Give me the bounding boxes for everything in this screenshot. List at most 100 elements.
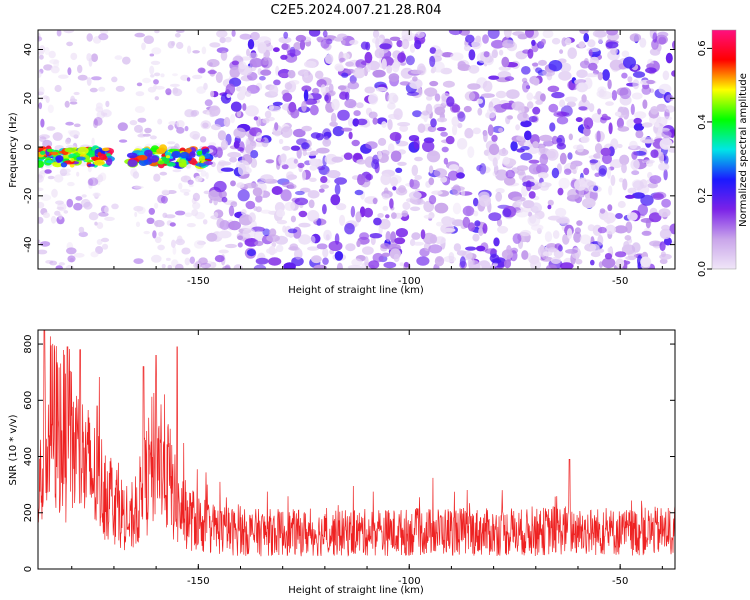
spectrogram-cell [96,110,106,119]
y-tick-label: 20 [23,92,34,105]
spectrogram-cell [184,212,193,218]
spectrogram-cell [490,98,501,106]
spectrogram-cell [195,163,207,167]
spectrogram-cell [247,39,255,50]
spectrogram-cell [474,220,481,227]
spectrogram-cell [594,143,603,154]
spectrogram-cell [387,143,395,154]
spectrogram-cell [664,105,675,113]
spectrogram-cell [335,65,345,72]
spectrogram-cell [209,62,213,67]
spectrogram-cell [154,202,159,209]
spectrogram-cell [286,174,298,180]
spectrogram-cell [430,118,437,128]
chart-title: C2E5.2024.007.21.28.R04 [270,3,441,18]
spectrogram-cell [298,210,308,218]
spectrogram-cell [299,39,306,51]
spectrogram-cell [487,30,500,39]
spectrogram-cell [369,233,383,239]
spectrogram-cell [662,70,670,81]
spectrogram-cell [507,115,513,120]
spectrogram-cell [309,104,319,116]
spectrogram-cell [559,49,564,54]
spectrogram-cell [641,139,655,144]
spectrogram-cell [149,135,157,140]
spectrogram-cell [391,212,397,220]
spectrogram-cell [312,87,320,95]
spectrogram-cell [304,60,317,68]
spectrogram-cell [448,252,455,262]
spectrogram-cell [332,126,345,137]
spectrogram-cell [282,225,287,233]
spectrogram-cell [623,241,630,250]
spectrogram-cell [462,205,475,217]
spectrogram-cell [55,265,63,269]
spectrogram-cell [598,165,608,175]
spectrogram-cell [322,138,332,147]
spectrogram-cell [90,251,99,258]
spectrogram-cell [153,219,165,228]
spectrogram-cell [268,257,282,266]
snr-series-line [38,330,675,557]
spectrogram-cell [233,264,243,269]
spectrogram-cell [393,108,403,120]
spectrogram-cell [579,60,591,69]
spectrogram-cell [281,145,291,151]
spectrogram-cell [564,37,572,46]
spectrogram-cell [599,208,606,214]
spectrogram-cell [149,53,155,57]
spectrogram-cell [307,190,320,199]
spectrogram-cell [456,250,467,256]
spectrogram-cell [199,136,207,143]
spectrogram-cell [495,169,509,181]
spectrogram-cell [578,41,586,48]
spectrogram-cell [181,247,191,255]
spectrogram-cell [134,211,138,218]
spectrogram-cell [88,212,99,221]
spectrogram-cell [632,192,645,199]
spectrogram-cell [325,53,334,65]
spectrogram-cell [366,60,371,73]
spectrogram-cell [339,57,346,63]
spectrogram-cell [111,203,119,210]
spectrogram-cell [503,259,512,269]
spectrogram-cell [552,230,560,239]
spectrogram-cell [289,80,300,85]
spectrogram-cell [55,155,64,163]
spectrogram-cell [409,44,416,53]
spectrogram-cell [486,107,497,119]
spectrogram-cell [322,204,327,215]
spectrogram-cell [372,30,380,39]
y-tick-label: 0 [23,566,34,572]
spectrogram-cell [218,190,227,199]
spectrogram-cell [276,244,284,253]
spectrogram-cell [347,81,360,90]
spectrogram-cell [280,189,292,202]
spectrogram-cell [475,35,482,43]
spectrogram-cell [637,203,648,216]
spectrogram-cell [617,126,630,132]
spectrogram-cell [98,86,106,92]
spectrogram-cell [555,207,567,218]
spectrogram-cell [159,171,168,176]
spectrogram-cell [200,170,207,177]
spectrogram-cell [66,41,73,47]
spectrogram-cell [629,33,642,42]
spectrogram-cell [328,240,343,252]
spectrogram-cell [310,132,321,139]
spectrogram-cell [576,220,583,226]
spectrogram-cell [457,64,471,71]
spectrogram-cell [154,96,159,101]
spectrogram-cell [193,240,205,249]
spectrogram-cell [98,33,109,41]
spectrogram-cell [472,127,481,135]
spectrogram-cell [56,215,65,225]
spectrogram-cell [230,180,236,187]
spectrogram-cell [69,101,78,105]
spectrogram-cell [133,258,144,264]
spectrogram-cell [246,48,250,57]
spectrogram-cell [567,152,573,160]
spectrogram-cell [278,154,287,166]
spectrogram-cell [150,74,155,78]
spectrogram-cell [659,228,672,240]
